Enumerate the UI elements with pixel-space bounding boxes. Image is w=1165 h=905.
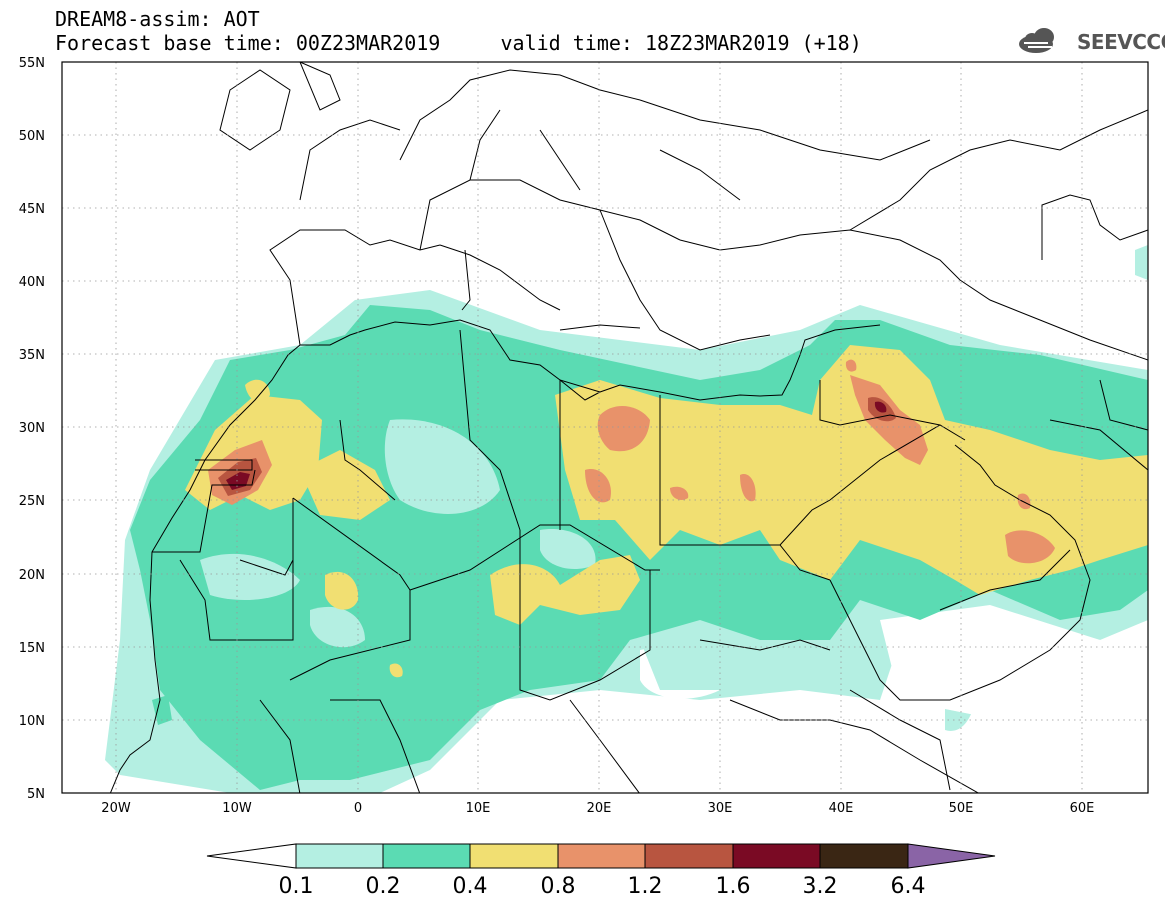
colorbar-labels: 0.1 0.2 0.4 0.8 1.2 1.6 3.2 6.4	[279, 874, 926, 899]
lat-label: 15N	[19, 641, 45, 656]
lon-label: 60E	[1070, 801, 1095, 816]
lat-label: 30N	[19, 421, 45, 436]
longitude-labels: 20W 10W 0 10E 20E 30E 40E 50E 60E	[101, 801, 1094, 816]
colorbar-swatch	[644, 843, 734, 869]
lat-label: 5N	[27, 787, 45, 802]
latitude-labels: 55N 50N 45N 40N 35N 30N 25N 20N 15N 10N …	[19, 56, 45, 802]
graticule	[62, 62, 1148, 793]
logo-text: SEEVCCC	[1077, 30, 1165, 54]
lon-label: 10E	[466, 801, 491, 816]
cloud-icon	[1019, 28, 1054, 53]
country-borders	[109, 62, 1148, 793]
lat-label: 20N	[19, 568, 45, 583]
lon-label: 40E	[829, 801, 854, 816]
colorbar-label: 1.2	[628, 874, 663, 899]
lon-label: 50E	[949, 801, 974, 816]
lat-label: 45N	[19, 202, 45, 217]
lat-label: 50N	[19, 129, 45, 144]
colorbar-swatch	[557, 843, 646, 869]
colorbar-label: 3.2	[803, 874, 838, 899]
colorbar-swatch	[732, 843, 821, 869]
map-title: DREAM8-assim: AOT	[55, 7, 260, 31]
lon-label: 10W	[222, 801, 252, 816]
lon-label: 20E	[587, 801, 612, 816]
lon-label: 30E	[708, 801, 733, 816]
colorbar-min-arrow	[206, 843, 297, 869]
colorbar-label: 1.6	[716, 874, 751, 899]
lat-label: 35N	[19, 348, 45, 363]
lat-label: 25N	[19, 494, 45, 509]
lon-label: 20W	[101, 801, 131, 816]
colorbar-label: 6.4	[891, 874, 926, 899]
forecast-time-line: Forecast base time: 00Z23MAR2019 valid t…	[55, 31, 862, 55]
lat-label: 10N	[19, 714, 45, 729]
colorbar-swatch	[295, 843, 384, 869]
colorbar-label: 0.8	[541, 874, 576, 899]
map-frame	[61, 61, 1149, 794]
colorbar-swatch	[819, 843, 909, 869]
lat-label: 55N	[19, 56, 45, 71]
lat-label: 40N	[19, 275, 45, 290]
colorbar	[206, 843, 996, 869]
colorbar-label: 0.2	[366, 874, 401, 899]
colorbar-swatch	[382, 843, 471, 869]
colorbar-swatch	[469, 843, 559, 869]
colorbar-label: 0.4	[453, 874, 488, 899]
lon-label: 0	[354, 801, 362, 816]
colorbar-label: 0.1	[279, 874, 314, 899]
colorbar-max-arrow	[907, 843, 996, 869]
